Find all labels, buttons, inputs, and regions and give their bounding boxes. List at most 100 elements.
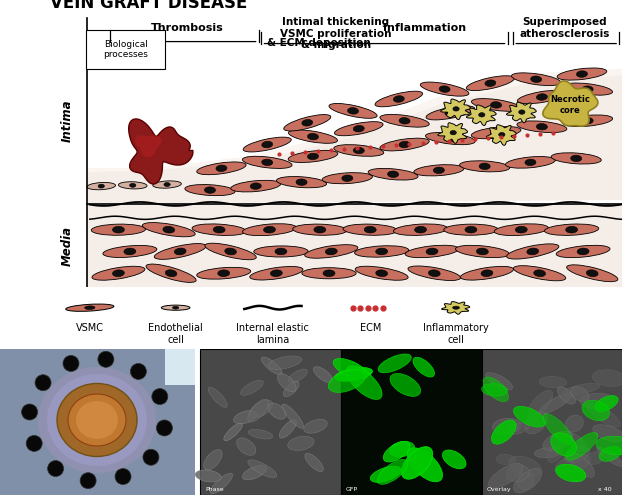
Ellipse shape — [163, 226, 175, 233]
Ellipse shape — [582, 86, 593, 93]
Text: Thrombosis: Thrombosis — [151, 23, 223, 33]
Ellipse shape — [506, 465, 529, 482]
Ellipse shape — [380, 114, 429, 127]
Text: & ECM deposition: & ECM deposition — [267, 38, 371, 48]
Ellipse shape — [271, 270, 282, 277]
Ellipse shape — [378, 354, 411, 373]
Ellipse shape — [275, 248, 287, 255]
Ellipse shape — [375, 91, 422, 107]
Polygon shape — [543, 81, 598, 126]
Circle shape — [98, 351, 114, 367]
Ellipse shape — [98, 184, 104, 188]
Ellipse shape — [485, 80, 496, 87]
Ellipse shape — [165, 270, 177, 277]
Ellipse shape — [76, 401, 118, 439]
Ellipse shape — [597, 447, 622, 467]
Ellipse shape — [453, 107, 459, 111]
Ellipse shape — [66, 304, 114, 311]
Ellipse shape — [557, 68, 607, 80]
Ellipse shape — [335, 122, 383, 136]
Ellipse shape — [471, 99, 521, 111]
Ellipse shape — [288, 150, 338, 162]
Ellipse shape — [587, 403, 620, 427]
Ellipse shape — [364, 226, 376, 233]
Ellipse shape — [513, 266, 566, 281]
Ellipse shape — [539, 376, 567, 388]
Ellipse shape — [307, 153, 318, 160]
Ellipse shape — [479, 113, 485, 117]
FancyBboxPatch shape — [86, 30, 165, 69]
Ellipse shape — [536, 94, 547, 100]
Ellipse shape — [536, 123, 547, 130]
Text: Endothelial
cell: Endothelial cell — [148, 323, 203, 345]
Ellipse shape — [172, 306, 179, 309]
Ellipse shape — [539, 394, 571, 414]
FancyBboxPatch shape — [200, 349, 341, 495]
Ellipse shape — [129, 183, 136, 187]
Ellipse shape — [551, 153, 601, 164]
Ellipse shape — [47, 374, 147, 466]
Ellipse shape — [376, 270, 388, 277]
Circle shape — [115, 469, 131, 485]
Text: GFP: GFP — [346, 487, 358, 492]
FancyBboxPatch shape — [482, 349, 622, 495]
Ellipse shape — [571, 155, 582, 161]
Ellipse shape — [405, 245, 459, 258]
Ellipse shape — [289, 130, 338, 144]
Ellipse shape — [442, 450, 466, 469]
Ellipse shape — [236, 438, 256, 455]
Ellipse shape — [582, 400, 610, 421]
Ellipse shape — [509, 456, 541, 476]
Ellipse shape — [518, 472, 534, 490]
Ellipse shape — [383, 442, 410, 462]
Ellipse shape — [455, 246, 509, 257]
Ellipse shape — [580, 393, 615, 409]
Ellipse shape — [204, 449, 222, 470]
Ellipse shape — [534, 447, 560, 458]
FancyBboxPatch shape — [87, 50, 622, 287]
Text: Overlay: Overlay — [487, 487, 512, 492]
Polygon shape — [87, 204, 622, 287]
Ellipse shape — [103, 246, 157, 257]
Text: Inflammatory
cell: Inflammatory cell — [423, 323, 489, 345]
Ellipse shape — [550, 433, 577, 456]
Circle shape — [63, 355, 79, 371]
Ellipse shape — [216, 165, 227, 172]
Ellipse shape — [599, 446, 621, 461]
Ellipse shape — [399, 141, 410, 148]
Ellipse shape — [164, 183, 170, 187]
Ellipse shape — [355, 266, 408, 280]
Polygon shape — [87, 69, 622, 172]
Ellipse shape — [465, 226, 477, 233]
Ellipse shape — [322, 173, 373, 184]
Ellipse shape — [491, 420, 516, 444]
Ellipse shape — [277, 374, 296, 392]
Ellipse shape — [288, 436, 314, 450]
Ellipse shape — [279, 420, 297, 438]
Ellipse shape — [262, 159, 272, 166]
FancyBboxPatch shape — [0, 349, 195, 495]
Ellipse shape — [481, 270, 493, 277]
Ellipse shape — [334, 145, 384, 156]
Ellipse shape — [562, 383, 600, 395]
Ellipse shape — [210, 473, 233, 494]
Ellipse shape — [460, 266, 514, 280]
Ellipse shape — [197, 162, 246, 175]
Ellipse shape — [519, 110, 525, 114]
Ellipse shape — [250, 400, 272, 418]
Ellipse shape — [565, 415, 583, 432]
Ellipse shape — [393, 96, 404, 102]
Ellipse shape — [401, 446, 433, 479]
Ellipse shape — [453, 306, 460, 309]
Ellipse shape — [596, 436, 622, 455]
Ellipse shape — [154, 244, 206, 259]
Ellipse shape — [254, 246, 308, 257]
Ellipse shape — [353, 147, 364, 154]
Ellipse shape — [508, 423, 529, 435]
Ellipse shape — [547, 445, 564, 462]
Ellipse shape — [314, 226, 326, 233]
Ellipse shape — [243, 224, 297, 236]
Ellipse shape — [325, 248, 337, 255]
Ellipse shape — [479, 163, 490, 169]
Ellipse shape — [264, 226, 276, 233]
